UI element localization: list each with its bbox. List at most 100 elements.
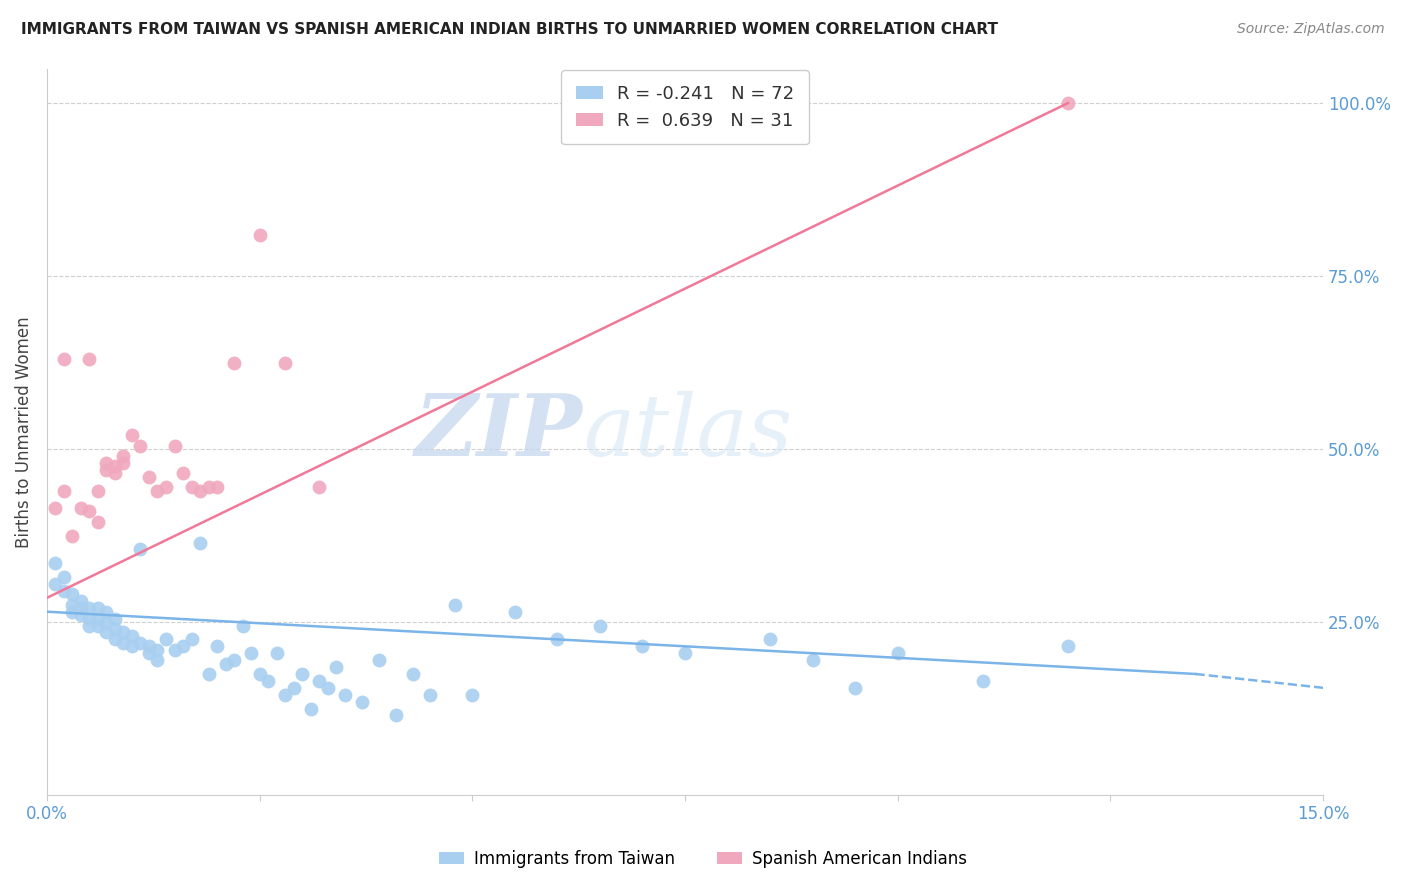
Point: [367, 653, 389, 667]
Point: [163, 439, 186, 453]
Point: [87, 483, 110, 498]
Point: [146, 483, 169, 498]
Point: [266, 646, 288, 660]
Point: [232, 618, 254, 632]
Point: [146, 642, 169, 657]
Point: [274, 688, 297, 702]
Point: [79, 504, 101, 518]
Point: [333, 688, 356, 702]
Point: [546, 632, 568, 647]
Point: [52, 570, 75, 584]
Point: [283, 681, 305, 695]
Point: [589, 618, 612, 632]
Point: [274, 355, 297, 369]
Point: [257, 673, 280, 688]
Point: [801, 653, 824, 667]
Text: IMMIGRANTS FROM TAIWAN VS SPANISH AMERICAN INDIAN BIRTHS TO UNMARRIED WOMEN CORR: IMMIGRANTS FROM TAIWAN VS SPANISH AMERIC…: [21, 22, 998, 37]
Point: [52, 483, 75, 498]
Point: [155, 480, 177, 494]
Point: [172, 467, 194, 481]
Point: [1057, 640, 1080, 654]
Point: [96, 456, 118, 470]
Point: [104, 622, 127, 636]
Point: [673, 646, 696, 660]
Point: [155, 632, 177, 647]
Point: [844, 681, 866, 695]
Point: [121, 640, 143, 654]
Point: [197, 480, 219, 494]
Point: [79, 612, 101, 626]
Point: [104, 612, 127, 626]
Point: [70, 594, 93, 608]
Point: [222, 653, 245, 667]
Point: [205, 480, 228, 494]
Point: [104, 459, 127, 474]
Point: [112, 449, 135, 463]
Point: [104, 467, 127, 481]
Point: [444, 598, 467, 612]
Point: [96, 615, 118, 629]
Point: [180, 480, 202, 494]
Point: [96, 625, 118, 640]
Point: [79, 352, 101, 367]
Point: [104, 632, 127, 647]
Point: [419, 688, 441, 702]
Point: [70, 608, 93, 623]
Point: [759, 632, 782, 647]
Point: [96, 605, 118, 619]
Point: [121, 629, 143, 643]
Point: [44, 500, 66, 515]
Point: [291, 667, 314, 681]
Point: [325, 660, 347, 674]
Point: [350, 695, 373, 709]
Point: [384, 708, 406, 723]
Point: [70, 601, 93, 615]
Point: [180, 632, 202, 647]
Point: [308, 673, 330, 688]
Point: [138, 646, 160, 660]
Point: [188, 535, 211, 549]
Point: [214, 657, 236, 671]
Point: [87, 618, 110, 632]
Legend: R = -0.241   N = 72, R =  0.639   N = 31: R = -0.241 N = 72, R = 0.639 N = 31: [561, 70, 808, 145]
Point: [138, 469, 160, 483]
Point: [240, 646, 263, 660]
Legend: Immigrants from Taiwan, Spanish American Indians: Immigrants from Taiwan, Spanish American…: [433, 844, 973, 875]
Point: [96, 463, 118, 477]
Point: [87, 601, 110, 615]
Point: [79, 601, 101, 615]
Text: atlas: atlas: [583, 391, 792, 473]
Point: [129, 542, 152, 557]
Point: [79, 618, 101, 632]
Point: [112, 636, 135, 650]
Point: [121, 428, 143, 442]
Point: [163, 642, 186, 657]
Point: [62, 528, 84, 542]
Point: [70, 500, 93, 515]
Point: [402, 667, 425, 681]
Point: [44, 556, 66, 570]
Point: [197, 667, 219, 681]
Point: [316, 681, 339, 695]
Point: [138, 640, 160, 654]
Point: [188, 483, 211, 498]
Text: ZIP: ZIP: [415, 390, 583, 474]
Point: [249, 667, 271, 681]
Point: [299, 701, 322, 715]
Point: [62, 598, 84, 612]
Y-axis label: Births to Unmarried Women: Births to Unmarried Women: [15, 316, 32, 548]
Point: [129, 439, 152, 453]
Text: Source: ZipAtlas.com: Source: ZipAtlas.com: [1237, 22, 1385, 37]
Point: [62, 605, 84, 619]
Point: [129, 636, 152, 650]
Point: [112, 456, 135, 470]
Point: [44, 577, 66, 591]
Point: [461, 688, 484, 702]
Point: [1057, 96, 1080, 111]
Point: [249, 227, 271, 242]
Point: [87, 612, 110, 626]
Point: [503, 605, 526, 619]
Point: [172, 640, 194, 654]
Point: [146, 653, 169, 667]
Point: [112, 625, 135, 640]
